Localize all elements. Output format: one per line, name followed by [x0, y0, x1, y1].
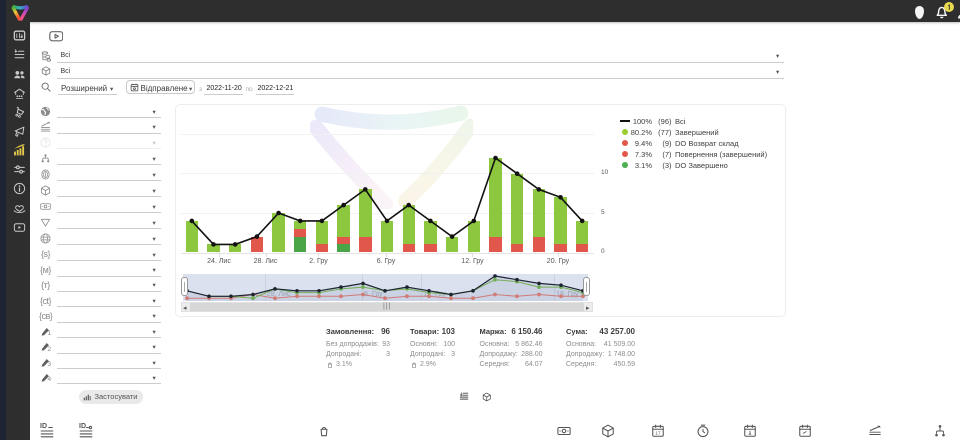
svg-text:17: 17 [655, 431, 661, 436]
